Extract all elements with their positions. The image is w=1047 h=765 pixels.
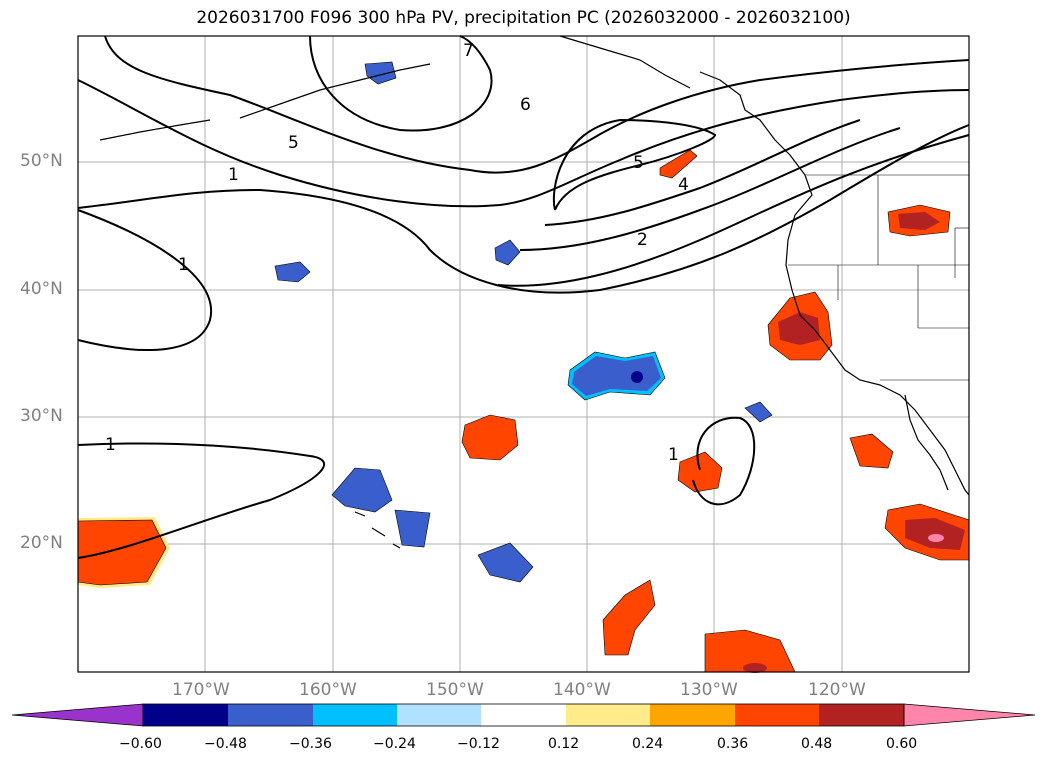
pv-contours: [77, 35, 970, 559]
lon-label: 160°W: [299, 680, 357, 700]
contour-label: 6: [520, 95, 531, 115]
colorbar-tick-label: 0.24: [632, 736, 664, 752]
contour-label: 1: [178, 255, 189, 275]
map-title: 2026031700 F096 300 hPa PV, precipitatio…: [196, 8, 851, 28]
lon-label: 130°W: [680, 680, 738, 700]
lon-label: 170°W: [172, 680, 230, 700]
contour-label: 4: [678, 175, 689, 195]
colorbar-tick-label: −0.24: [373, 736, 416, 752]
contour-label: 1: [105, 435, 116, 455]
lon-label: 140°W: [553, 680, 611, 700]
contour-label: 2: [637, 230, 648, 250]
lat-label: 50°N: [20, 151, 63, 171]
colorbar-tick-label: 0.12: [548, 736, 580, 752]
precip-blob-hawaii-1: [331, 467, 393, 513]
colorbar-tick-label: 0.48: [801, 736, 833, 752]
contour-label: 7: [463, 41, 474, 61]
political-borders: [788, 174, 969, 381]
contour-label: 1: [668, 445, 679, 465]
colorbar-over-arrow: [903, 703, 1036, 727]
colorbar-tick-label: −0.60: [119, 736, 162, 752]
colorbar-tick-label: −0.36: [289, 736, 332, 752]
contour-label: 5: [288, 133, 299, 153]
contour-label: 5: [633, 153, 644, 173]
lon-label: 150°W: [426, 680, 484, 700]
contour-labels: 7 6 5 5 4 2 1 1 1 1: [105, 41, 689, 465]
lat-label: 30°N: [20, 406, 63, 426]
precip-blob-hawaii-2: [394, 509, 431, 548]
map-border: [77, 35, 970, 673]
colorbar-tick-label: 0.36: [717, 736, 749, 752]
coastlines: [99, 35, 970, 549]
colorbar: [11, 703, 1036, 727]
precipitation-shading: [77, 61, 970, 673]
graticule: [78, 36, 969, 672]
precip-blob-150w: [461, 414, 519, 461]
colorbar-tick-label: −0.48: [204, 736, 247, 752]
colorbar-tick-label: −0.12: [457, 736, 500, 752]
colorbar-under-arrow: [11, 703, 144, 727]
lon-label: 120°W: [808, 680, 866, 700]
lat-label: 40°N: [20, 279, 63, 299]
contour-label: 1: [228, 165, 239, 185]
lat-label: 20°N: [20, 533, 63, 553]
colorbar-tick-label: 0.60: [886, 736, 918, 752]
